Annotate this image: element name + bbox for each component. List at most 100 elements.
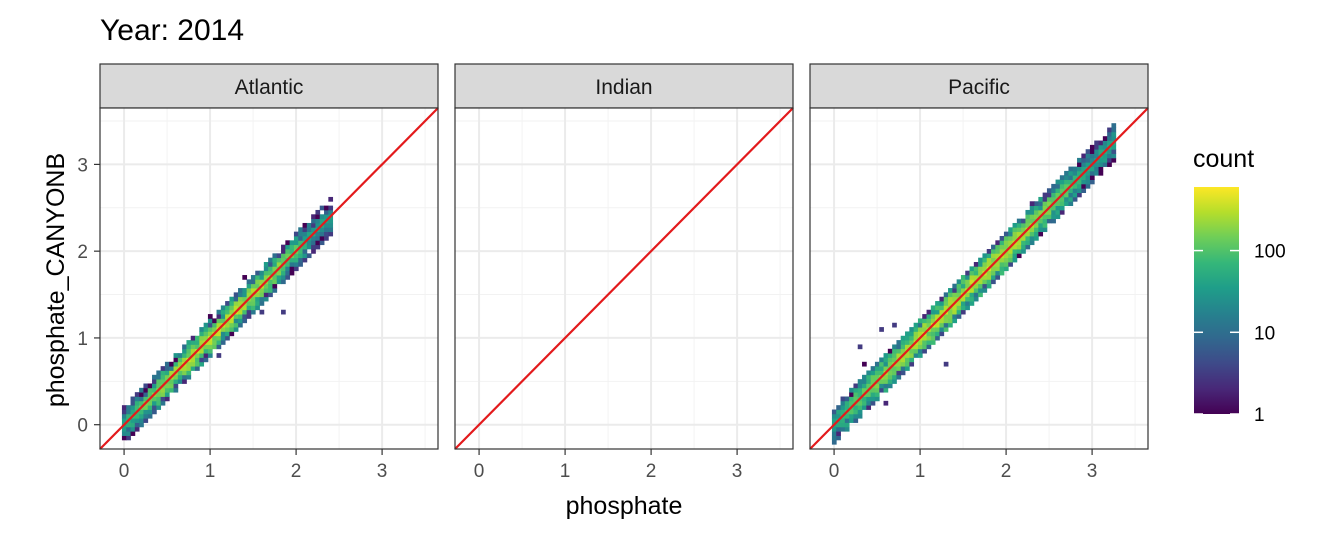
bin-cell [956, 309, 962, 315]
bin-cell [156, 392, 162, 397]
bin-cell [995, 262, 1001, 267]
bin-cell [969, 292, 975, 298]
panel-border [809, 107, 1149, 450]
bin-cell [203, 348, 209, 354]
bin-cell [199, 335, 205, 341]
bin-cell [1085, 157, 1091, 163]
bin-cell [939, 309, 945, 315]
bin-cell [169, 366, 174, 371]
bin-cell [1051, 218, 1056, 224]
bin-cell [306, 231, 312, 237]
bin-cell [134, 400, 140, 406]
bin-cell [156, 400, 162, 406]
bin-cell [1016, 253, 1022, 259]
bin-cell [862, 379, 867, 384]
bin-cell [935, 327, 940, 332]
bin-cell [905, 366, 910, 371]
bin-cell [991, 253, 996, 259]
bin-cell [259, 309, 265, 315]
bin-cell [190, 348, 196, 354]
bin-cell [285, 270, 291, 276]
bin-cell [195, 361, 200, 367]
bin-cell [1094, 153, 1099, 159]
bin-cell [263, 270, 269, 276]
bin-cell [1055, 192, 1061, 198]
bin-cell [999, 257, 1005, 263]
bin-cell [1089, 153, 1095, 159]
bin-cell [870, 366, 876, 371]
bin-cell [866, 392, 872, 397]
bin-cell [203, 344, 209, 350]
bin-cell [285, 262, 291, 267]
bin-cell [152, 383, 157, 389]
bin-cell [1042, 227, 1048, 233]
bin-cell [315, 231, 321, 237]
bin-cell [164, 392, 170, 397]
y-tick-label: 0 [77, 416, 88, 437]
bin-cell [1064, 179, 1069, 185]
bin-cell [255, 270, 260, 276]
bin-cell [233, 305, 239, 311]
bin-cell [233, 301, 239, 306]
bin-cell [926, 344, 932, 350]
bin-cell [255, 292, 260, 298]
bin-cell [917, 340, 923, 345]
bin-cell [281, 244, 286, 250]
bin-cell [982, 283, 988, 289]
bin-cell [164, 374, 170, 380]
bin-cell [306, 240, 312, 246]
bin-cell [986, 270, 992, 276]
bin-cell [259, 296, 265, 302]
bin-cell [960, 279, 966, 285]
bin-cell [1059, 196, 1065, 202]
bin-cell [1055, 214, 1061, 220]
bin-cell [285, 266, 291, 272]
bin-cell [1064, 170, 1069, 176]
bin-cell [190, 361, 196, 367]
bin-cell [909, 340, 915, 345]
bin-cell [1008, 231, 1013, 237]
bin-cell [965, 305, 970, 311]
bin-cell [139, 396, 144, 402]
bin-cell [156, 383, 162, 389]
bin-cell [289, 266, 295, 272]
bin-cell [862, 396, 867, 402]
facet-panels: Atlantic 0 1 2 3 0 1 2 3 Indian 0 1 2 3 Pacific 0 1 2 3 [77, 63, 1149, 482]
bin-cell [831, 426, 837, 432]
bin-cell [849, 392, 854, 397]
bin-cell [242, 288, 248, 293]
bin-cell [943, 296, 949, 302]
bin-cell [862, 400, 867, 406]
bin-cell [930, 309, 936, 315]
bin-cell [203, 327, 209, 332]
bin-cell [952, 314, 958, 319]
bin-cell [1029, 240, 1035, 246]
bin-cell [156, 379, 162, 384]
bin-cell [1094, 162, 1099, 167]
bin-cell [246, 309, 252, 315]
bin-cell [883, 353, 889, 358]
bin-cell [126, 409, 131, 415]
bin-cell [831, 431, 837, 436]
bin-cell [862, 383, 867, 389]
legend-tick-label: 100 [1254, 242, 1286, 263]
bin-cell [1025, 244, 1031, 250]
bin-cell [1038, 201, 1044, 207]
bin-cell [203, 357, 209, 363]
bin-cell [324, 209, 329, 215]
bin-cell [956, 292, 962, 298]
bin-cell [164, 366, 170, 371]
bin-cell [195, 335, 200, 341]
bin-cell [922, 322, 927, 328]
bin-cell [233, 292, 239, 298]
bin-cell [956, 279, 962, 285]
bin-cell [1003, 253, 1009, 259]
bin-cell [1055, 205, 1061, 211]
bin-cell [263, 292, 269, 298]
bin-cell [831, 413, 837, 419]
bin-cell [216, 318, 222, 324]
bin-cell [229, 301, 235, 306]
bin-cell [986, 283, 992, 289]
bin-cell [922, 348, 927, 354]
bin-cell [160, 374, 166, 380]
